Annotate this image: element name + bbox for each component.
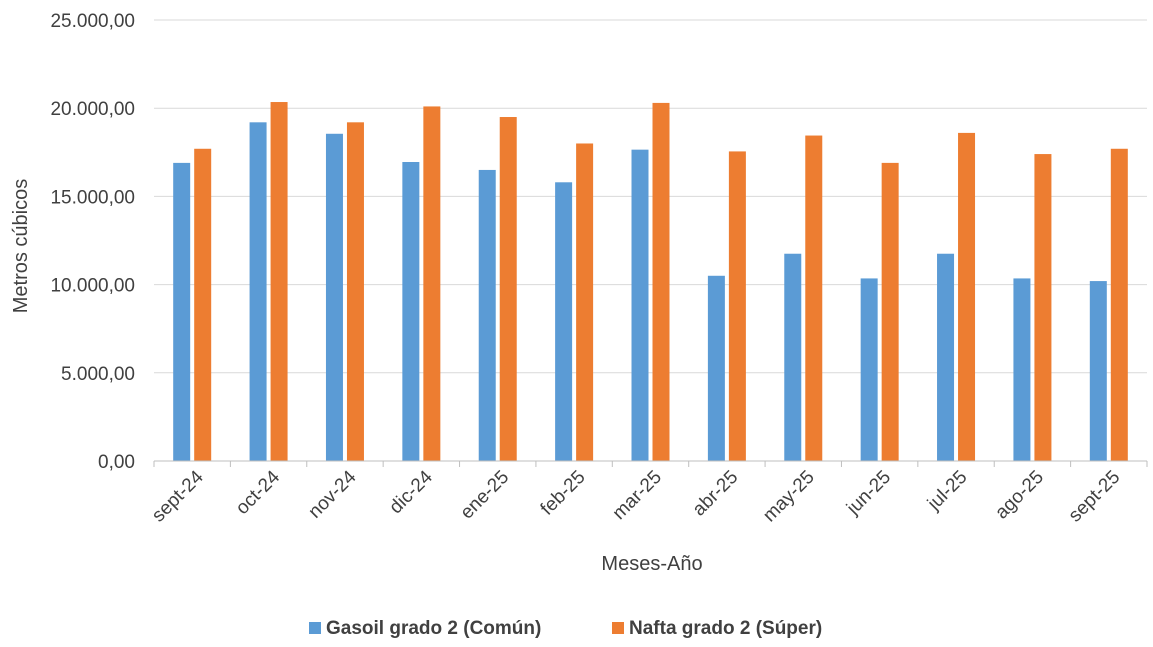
axes: 0,00 5.000,00 10.000,00 15.000,00 20.000,00 2… <box>50 11 1148 527</box>
y-tick-label: 5.000,00 <box>61 364 135 385</box>
bar-gasoil <box>325 133 343 461</box>
x-tick-label: ene-25 <box>457 467 514 524</box>
x-tick-label: ago-25 <box>991 467 1048 524</box>
y-tick-label: 20.000,00 <box>50 99 135 120</box>
bar-nafta <box>805 135 823 462</box>
bar-gasoil <box>1089 281 1107 461</box>
bar-nafta <box>958 132 976 461</box>
x-tick-label: may-25 <box>759 467 819 527</box>
y-tick-label: 15.000,00 <box>50 187 135 208</box>
bars <box>173 102 1128 462</box>
bar-gasoil <box>860 278 878 461</box>
bar-nafta <box>728 151 746 461</box>
y-tick-label: 10.000,00 <box>50 276 135 297</box>
legend-swatch-nafta <box>612 622 624 634</box>
bar-nafta <box>270 102 288 461</box>
bar-nafta <box>194 148 212 461</box>
bar-gasoil <box>402 162 420 461</box>
bar-nafta <box>576 143 594 462</box>
x-tick-label: oct-24 <box>232 466 284 518</box>
x-tick-label: sept-25 <box>1065 467 1125 527</box>
x-tick-label: nov-24 <box>305 466 361 522</box>
legend-label-nafta: Nafta grado 2 (Súper) <box>629 618 822 639</box>
y-tick-label: 25.000,00 <box>50 11 135 32</box>
x-tick-label: sept-24 <box>148 466 208 526</box>
bar-nafta <box>346 122 364 461</box>
bar-nafta <box>881 162 899 461</box>
y-axis-title: Metros cúbicos <box>10 179 32 314</box>
gridlines <box>154 19 1147 374</box>
bar-nafta <box>1034 154 1052 461</box>
bar-gasoil <box>937 253 955 461</box>
bar-gasoil <box>478 169 496 461</box>
x-tick-label: mar-25 <box>609 467 666 524</box>
bar-gasoil <box>707 275 725 461</box>
x-axis-title: Meses-Año <box>601 553 702 575</box>
bar-gasoil <box>1013 278 1031 461</box>
x-tick-label: feb-25 <box>537 467 590 520</box>
bar-gasoil <box>631 149 649 462</box>
bar-gasoil <box>555 182 573 461</box>
bar-gasoil <box>249 122 267 461</box>
bar-nafta <box>1110 148 1128 461</box>
legend-label-gasoil: Gasoil grado 2 (Común) <box>326 618 541 639</box>
x-tick-label: abr-25 <box>689 467 743 521</box>
bar-nafta <box>499 117 517 462</box>
x-tick-label: jul-25 <box>923 467 971 515</box>
x-tick-label: jun-25 <box>842 467 895 520</box>
y-tick-label: 0,00 <box>98 452 135 473</box>
bar-nafta <box>652 102 670 462</box>
x-tick-label: dic-24 <box>385 466 437 518</box>
bar-gasoil <box>173 162 191 461</box>
bar-nafta <box>423 106 441 461</box>
bar-gasoil <box>784 253 802 461</box>
legend: Gasoil grado 2 (Común) Nafta grado 2 (Súp… <box>309 618 822 639</box>
legend-swatch-gasoil <box>309 622 321 634</box>
